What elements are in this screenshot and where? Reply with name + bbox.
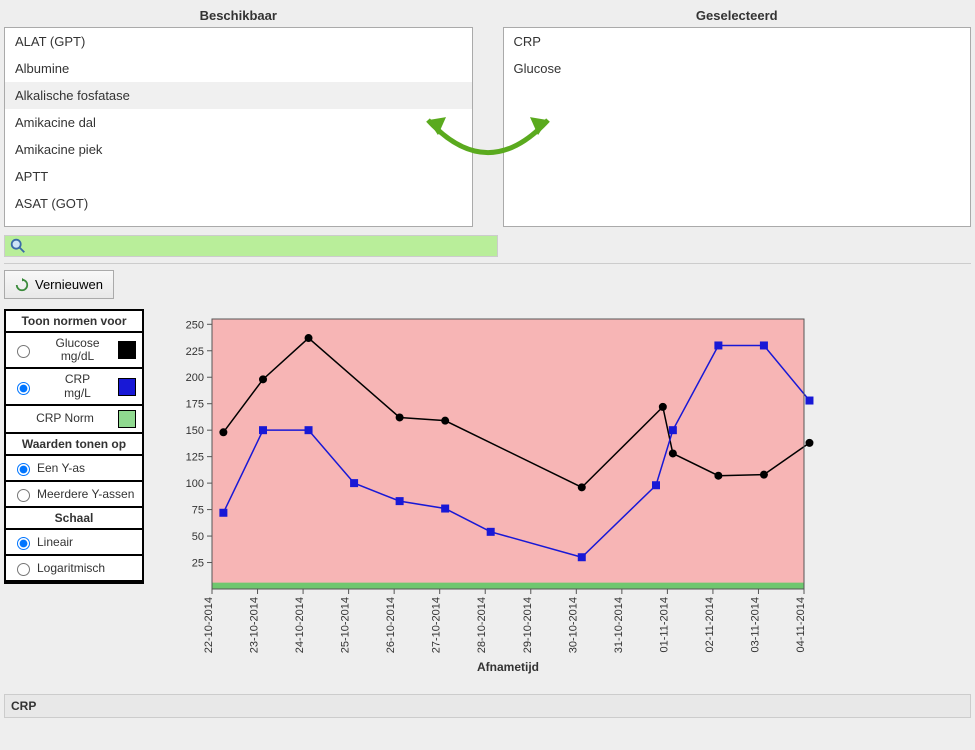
norms-title: Toon normen voor: [6, 311, 142, 333]
available-item[interactable]: APTT: [5, 163, 472, 190]
selected-header: Geselecteerd: [503, 4, 972, 27]
svg-text:04-11-2014: 04-11-2014: [795, 597, 807, 652]
svg-text:75: 75: [192, 505, 204, 517]
svg-text:30-10-2014: 30-10-2014: [567, 597, 579, 653]
side-panel: Toon normen voor Glucosemg/dLCRPmg/LCRP …: [4, 309, 144, 584]
norm-label: CRP: [37, 373, 118, 386]
svg-text:02-11-2014: 02-11-2014: [704, 597, 716, 652]
values-title: Waarden tonen op: [6, 434, 142, 456]
svg-text:150: 150: [186, 425, 204, 437]
svg-text:28-10-2014: 28-10-2014: [476, 597, 488, 653]
svg-text:31-10-2014: 31-10-2014: [613, 597, 625, 653]
svg-text:100: 100: [186, 478, 204, 490]
available-item[interactable]: Amikacine piek: [5, 136, 472, 163]
norm-option: CRP Norm: [6, 406, 142, 434]
svg-text:27-10-2014: 27-10-2014: [431, 597, 443, 653]
color-swatch: [118, 378, 136, 396]
available-item[interactable]: ASAT (GOT): [5, 190, 472, 217]
scale-option[interactable]: Logaritmisch: [6, 556, 142, 582]
yaxis-option[interactable]: Een Y-as: [6, 456, 142, 482]
svg-text:175: 175: [186, 399, 204, 411]
norm-unit: mg/dL: [37, 350, 118, 363]
available-item[interactable]: Amikacine dal: [5, 109, 472, 136]
available-header: Beschikbaar: [4, 4, 473, 27]
divider: [4, 263, 971, 264]
yaxis-option-label: Meerdere Y-assen: [37, 487, 134, 501]
scale-option[interactable]: Lineair: [6, 530, 142, 556]
available-listbox[interactable]: ALAT (GPT)AlbumineAlkalische fosfataseAm…: [4, 27, 473, 227]
norm-radio[interactable]: [17, 382, 30, 395]
selected-listbox[interactable]: CRPGlucose: [503, 27, 972, 227]
scale-title: Schaal: [6, 508, 142, 530]
yaxis-option[interactable]: Meerdere Y-assen: [6, 482, 142, 508]
norm-option[interactable]: CRPmg/L: [6, 369, 142, 405]
norm-radio[interactable]: [17, 345, 30, 358]
norm-unit: mg/L: [37, 387, 118, 400]
color-swatch: [118, 341, 136, 359]
svg-text:50: 50: [192, 531, 204, 543]
svg-text:22-10-2014: 22-10-2014: [203, 597, 215, 653]
color-swatch: [118, 410, 136, 428]
available-item[interactable]: Alkalische fosfatase: [5, 82, 472, 109]
scale-option-radio[interactable]: [17, 563, 30, 576]
chart: 25 50 75 100 125 150 175 200 225 250 22-10-2014 23-…: [154, 309, 814, 682]
svg-text:01-11-2014: 01-11-2014: [658, 597, 670, 652]
refresh-label: Vernieuwen: [35, 277, 103, 292]
norm-option[interactable]: Glucosemg/dL: [6, 333, 142, 369]
svg-text:25: 25: [192, 558, 204, 570]
search-bar[interactable]: [4, 235, 498, 257]
selected-item[interactable]: Glucose: [504, 55, 971, 82]
svg-text:26-10-2014: 26-10-2014: [385, 597, 397, 653]
svg-text:225: 225: [186, 346, 204, 358]
scale-option-label: Lineair: [37, 535, 73, 549]
svg-text:23-10-2014: 23-10-2014: [249, 597, 261, 653]
svg-text:200: 200: [186, 372, 204, 384]
svg-text:24-10-2014: 24-10-2014: [294, 597, 306, 653]
refresh-icon: [15, 278, 29, 292]
svg-text:125: 125: [186, 452, 204, 464]
scale-option-radio[interactable]: [17, 537, 30, 550]
refresh-button[interactable]: Vernieuwen: [4, 270, 114, 299]
yaxis-option-radio[interactable]: [17, 489, 30, 502]
selected-item[interactable]: CRP: [504, 28, 971, 55]
scale-option-label: Logaritmisch: [37, 561, 105, 575]
available-item[interactable]: Albumine: [5, 55, 472, 82]
norm-label: CRP Norm: [12, 412, 118, 425]
svg-text:29-10-2014: 29-10-2014: [522, 597, 534, 653]
yaxis-option-label: Een Y-as: [37, 461, 85, 475]
yaxis-option-radio[interactable]: [17, 463, 30, 476]
footer-bar: CRP: [4, 694, 971, 718]
search-icon: [9, 237, 27, 255]
svg-text:25-10-2014: 25-10-2014: [340, 597, 352, 653]
available-item[interactable]: ALAT (GPT): [5, 28, 472, 55]
svg-text:250: 250: [186, 319, 204, 331]
svg-text:03-11-2014: 03-11-2014: [749, 597, 761, 652]
svg-text:Afnametijd: Afnametijd: [477, 660, 539, 674]
